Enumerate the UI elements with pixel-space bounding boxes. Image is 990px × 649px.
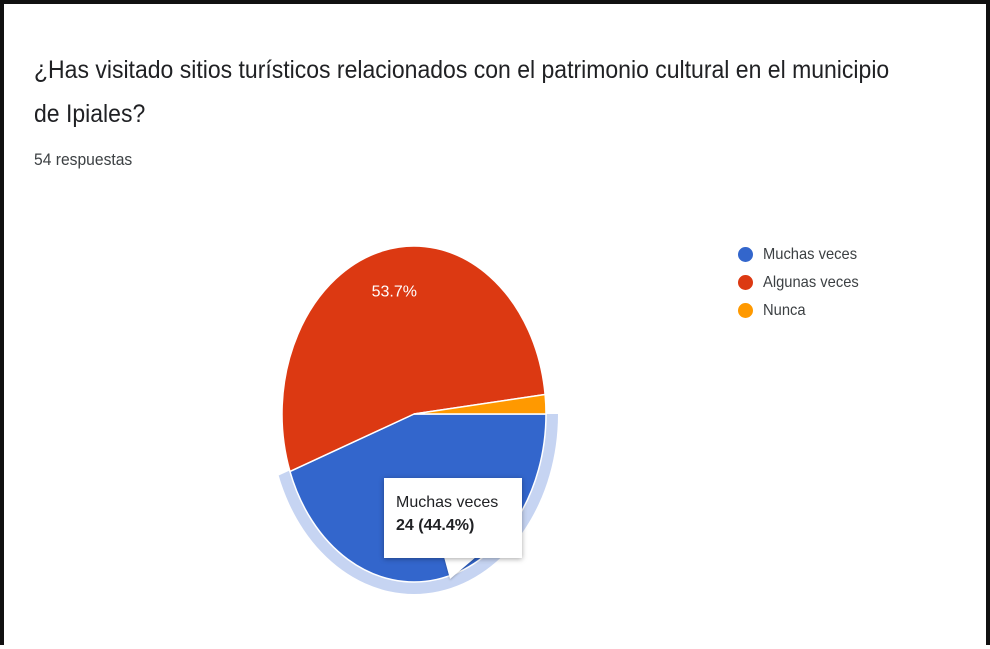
chart-tooltip: Muchas veces 24 (44.4%) <box>384 478 522 558</box>
response-count: 54 respuestas <box>34 150 133 169</box>
legend-swatch <box>738 275 753 290</box>
legend-item-muchas-veces[interactable]: Muchas veces <box>738 242 867 267</box>
tooltip-pointer <box>444 557 476 579</box>
question-title: ¿Has visitado sitios turísticos relacion… <box>34 56 890 128</box>
chart-legend: Muchas veces Algunas veces Nunca <box>738 242 867 326</box>
legend-label: Muchas veces <box>763 245 858 263</box>
tooltip-value: 24 (44.4%) <box>396 517 475 534</box>
legend-item-algunas-veces[interactable]: Algunas veces <box>738 270 867 295</box>
legend-swatch <box>738 247 753 262</box>
legend-label: Algunas veces <box>763 273 859 291</box>
legend-item-nunca[interactable]: Nunca <box>738 298 867 323</box>
pie-chart[interactable]: 53.7% <box>4 4 990 649</box>
slice-algunas-veces[interactable] <box>281 245 546 473</box>
slice-nunca[interactable] <box>413 393 547 415</box>
legend-swatch <box>738 303 753 318</box>
legend-label: Nunca <box>763 301 806 319</box>
slice-label: 53.7% <box>372 283 417 300</box>
tooltip-category: Muchas veces <box>396 494 499 511</box>
